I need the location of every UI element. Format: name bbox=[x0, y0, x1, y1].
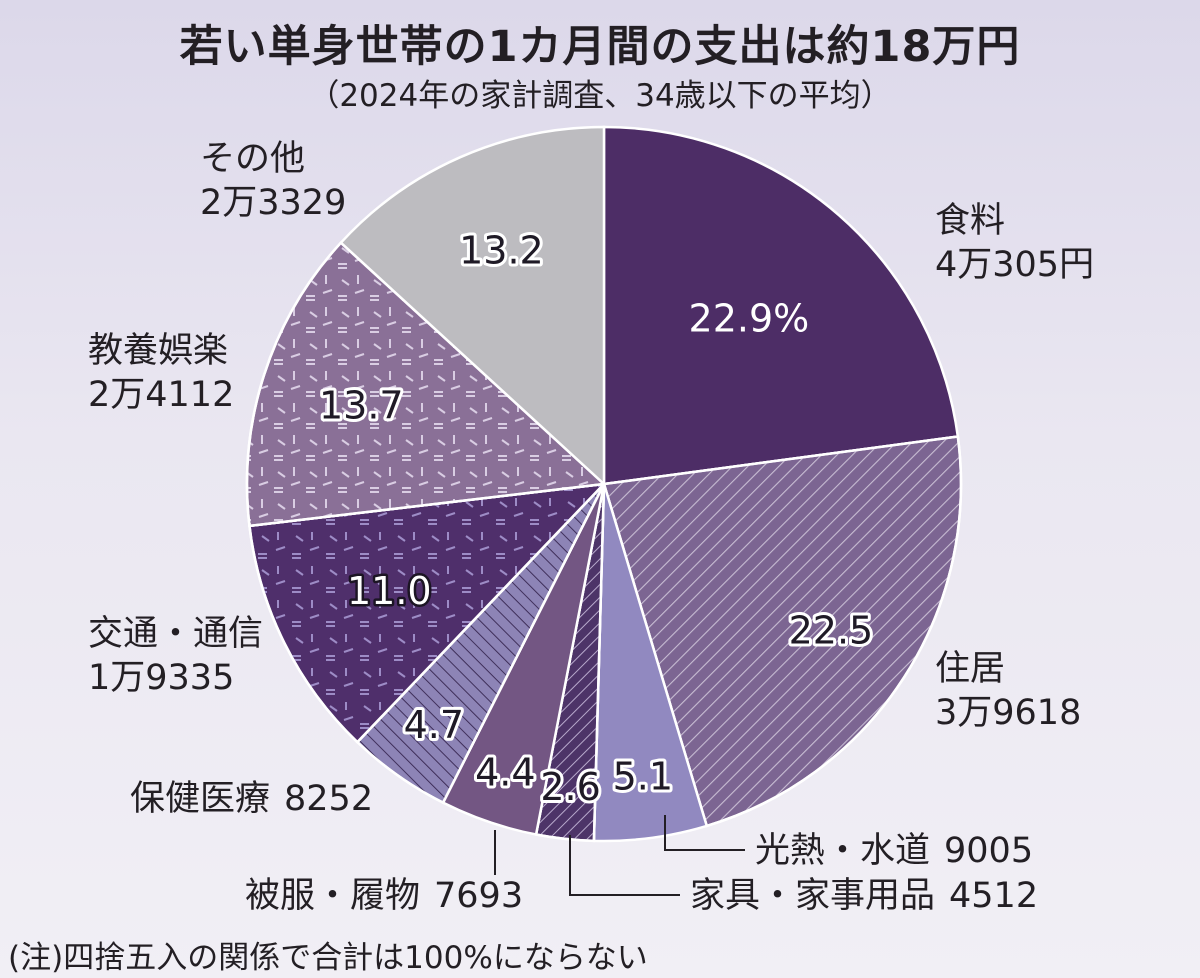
pct-label-utilities: 5.1 bbox=[613, 754, 673, 798]
chart-subtitle: （2024年の家計調査、34歳以下の平均） bbox=[308, 78, 892, 114]
category-name-furniture: 家具・家事用品 bbox=[690, 876, 935, 916]
category-amount-food: 4万305円 bbox=[935, 245, 1094, 285]
category-name-clothing: 被服・履物 bbox=[245, 876, 420, 916]
chart-title: 若い単身世帯の1カ月間の支出は約18万円 bbox=[179, 22, 1021, 72]
category-label-utilities: 光熱・水道 9005 bbox=[755, 831, 1033, 871]
category-name-housing: 住居 bbox=[935, 649, 1005, 689]
category-amount-transport: 1万9335 bbox=[88, 658, 234, 698]
pct-label-furniture: 2.6 bbox=[540, 765, 600, 809]
category-name-utilities: 光熱・水道 bbox=[755, 831, 930, 871]
category-amount-health: 8252 bbox=[284, 779, 373, 819]
category-amount-housing: 3万9618 bbox=[935, 693, 1081, 733]
category-amount-utilities: 9005 bbox=[944, 831, 1033, 871]
category-amount-clothing: 7693 bbox=[434, 876, 523, 916]
pct-label-transport: 11.0 bbox=[347, 569, 432, 613]
category-label-clothing: 被服・履物 7693 bbox=[245, 876, 523, 916]
pct-label-food: 22.9% bbox=[689, 296, 810, 340]
category-name-recreation: 教養娯楽 bbox=[88, 331, 228, 371]
footnote: (注)四捨五入の関係で合計は100%にならない bbox=[8, 940, 648, 976]
pct-label-recreation: 13.7 bbox=[319, 384, 404, 428]
category-amount-other: 2万3329 bbox=[200, 183, 346, 223]
category-name-health: 保健医療 bbox=[130, 779, 270, 819]
pie-slice-pattern-housing bbox=[602, 435, 963, 828]
pie-slice-food bbox=[602, 125, 960, 486]
category-label-health: 保健医療 8252 bbox=[130, 779, 373, 819]
category-name-transport: 交通・通信 bbox=[88, 614, 263, 654]
category-amount-furniture: 4512 bbox=[949, 876, 1038, 916]
pie-slice-pattern-transport bbox=[248, 482, 608, 744]
pie-slice-pattern-recreation bbox=[245, 240, 607, 528]
pct-label-housing: 22.5 bbox=[789, 608, 874, 652]
pct-label-health: 4.7 bbox=[404, 703, 464, 747]
pct-label-clothing: 4.4 bbox=[475, 751, 535, 795]
pie-slice-other bbox=[339, 125, 606, 487]
category-name-other: その他 bbox=[200, 139, 305, 179]
category-label-furniture: 家具・家事用品 4512 bbox=[690, 876, 1038, 916]
category-amount-recreation: 2万4112 bbox=[88, 375, 234, 415]
leader-line-furniture bbox=[569, 835, 680, 896]
leader-line-utilities bbox=[664, 815, 745, 851]
category-name-food: 食料 bbox=[935, 201, 1005, 241]
pct-label-other: 13.2 bbox=[459, 229, 544, 273]
